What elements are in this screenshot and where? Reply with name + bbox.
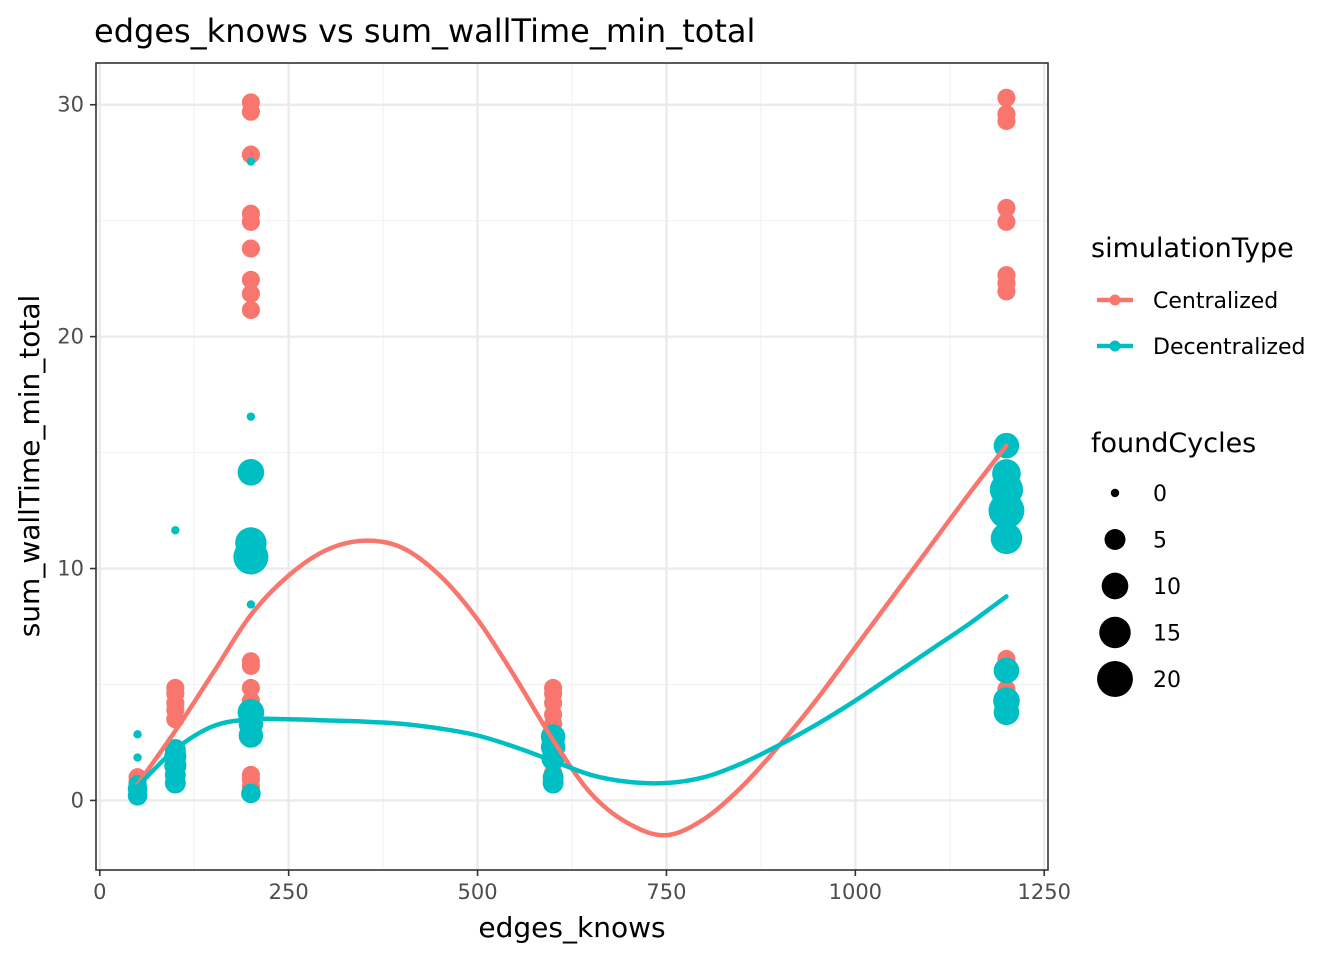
legend-size-keys: 0 5 10 15 20 [1097, 482, 1181, 697]
legend-size-label: 20 [1153, 668, 1181, 693]
x-tick-label: 0 [93, 880, 106, 904]
y-tick-label: 0 [71, 788, 84, 812]
data-point-centralized [544, 678, 563, 698]
data-point-decentralized [171, 526, 180, 535]
chart-title: edges_knows vs sum_wallTime_min_total [94, 12, 755, 50]
data-point-decentralized [241, 783, 261, 804]
legend-color-title: simulationType [1091, 233, 1294, 264]
smooth-line-centralized [135, 443, 1009, 838]
data-point-centralized [241, 284, 260, 303]
data-point-decentralized [235, 527, 267, 559]
data-point-centralized [241, 678, 260, 698]
axes: 0 250 500 750 1000 1250 0 10 20 30 [57, 93, 1071, 904]
data-point-decentralized [993, 687, 1020, 715]
data-point-centralized [241, 765, 260, 784]
data-point-centralized [997, 266, 1016, 285]
y-tick-label: 10 [57, 557, 84, 581]
data-point-decentralized [993, 657, 1020, 684]
legend-size-label: 5 [1153, 529, 1167, 554]
data-point-centralized [997, 198, 1016, 217]
data-point-decentralized [990, 522, 1023, 555]
x-tick-label: 250 [269, 880, 309, 904]
data-point-decentralized [237, 458, 265, 486]
legend-label-centralized: Centralized [1153, 289, 1278, 314]
data-point-decentralized [542, 766, 564, 788]
legend-color-keys: Centralized Decentralized [1097, 289, 1305, 360]
data-point-decentralized [246, 412, 256, 421]
legend-size-label: 10 [1153, 575, 1181, 600]
legend: simulationType CentralizedDecentralized … [1091, 233, 1305, 697]
data-point-centralized [997, 88, 1016, 107]
data-point-centralized [166, 678, 185, 698]
legend-size-label: 0 [1153, 482, 1167, 507]
y-tick-label: 30 [57, 93, 84, 117]
x-tick-label: 500 [458, 880, 498, 904]
data-point-centralized [241, 300, 260, 320]
x-axis-title: edges_knows [478, 911, 665, 944]
data-point-centralized [241, 145, 260, 164]
data-point-decentralized [246, 157, 256, 166]
legend-size-key [1110, 488, 1120, 498]
legend-size-key [1097, 661, 1133, 697]
legend-size-key [1104, 529, 1126, 550]
legend-size-key [1099, 616, 1131, 649]
legend-key-dot [1109, 340, 1121, 352]
legend-key-dot [1109, 294, 1121, 306]
smooth-line-decentralized [135, 594, 1009, 789]
smooth-lines [135, 443, 1009, 838]
data-point-centralized [241, 93, 260, 112]
data-point-centralized [241, 270, 260, 289]
x-tick-label: 1000 [829, 880, 882, 904]
y-tick-label: 20 [57, 325, 84, 349]
legend-size-key [1101, 572, 1129, 600]
legend-size-label: 15 [1153, 622, 1181, 647]
data-point-centralized [241, 204, 260, 223]
legend-label-decentralized: Decentralized [1153, 335, 1305, 360]
data-point-decentralized [992, 459, 1021, 488]
data-point-centralized [997, 212, 1016, 231]
plot-panel [95, 62, 1049, 871]
legend-size-title: foundCycles [1091, 428, 1256, 459]
y-axis-title: sum_wallTime_min_total [13, 295, 46, 638]
data-point-centralized [997, 104, 1016, 124]
data-point-centralized [241, 239, 260, 258]
data-point-centralized [241, 652, 260, 671]
panel-border [95, 62, 1049, 871]
x-tick-label: 1250 [1017, 880, 1070, 904]
data-point-decentralized [246, 600, 256, 609]
data-point-decentralized [133, 730, 142, 739]
data-point-decentralized [133, 753, 142, 762]
x-tick-label: 750 [646, 880, 686, 904]
